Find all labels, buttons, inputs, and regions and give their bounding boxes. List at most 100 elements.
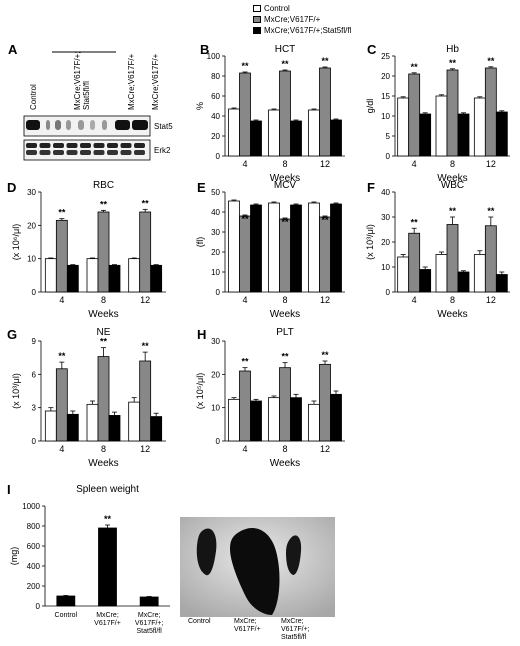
bar — [308, 109, 320, 157]
significance-label: ** — [321, 350, 329, 360]
chart-title: Spleen weight — [76, 484, 139, 495]
erk2-band — [120, 143, 132, 148]
significance-label: ** — [281, 217, 289, 227]
legend: Control MxCre;V617F/+ MxCre;V617F/+;Stat… — [253, 3, 351, 36]
y-tick-label: 1000 — [22, 502, 40, 511]
panel-letter-a: A — [8, 42, 18, 57]
spleen-v617f — [230, 528, 280, 615]
stat5-band — [66, 120, 71, 130]
bar — [308, 202, 320, 293]
bar — [397, 256, 410, 293]
x-axis-label: Weeks — [270, 309, 300, 320]
erk2-band — [39, 150, 51, 155]
x-tick-label: 8 — [450, 295, 455, 305]
y-tick-label: 10 — [381, 112, 390, 121]
bar — [97, 356, 110, 442]
bar — [239, 72, 251, 157]
ne-chart: G NE 0 3 6 9 (x 10³/μl) ** 4 ** 8 ** 12 Weeks — [7, 327, 166, 469]
panel-letter: H — [197, 327, 206, 342]
bar — [435, 254, 448, 293]
erk2-band — [107, 143, 118, 148]
bar — [128, 258, 141, 293]
significance-label: ** — [411, 217, 419, 227]
stat5-band — [115, 120, 130, 130]
bar — [484, 67, 497, 157]
x-axis-label: Weeks — [437, 173, 467, 184]
lane-label: MxCre;V617F/+ — [151, 53, 160, 110]
x-tick-label: 12 — [486, 159, 496, 169]
bar — [319, 216, 331, 293]
panel-letter: F — [367, 180, 375, 195]
bar — [44, 410, 57, 442]
y-tick-label: 15 — [381, 92, 390, 101]
y-tick-label: 80 — [211, 72, 220, 81]
lane-label: Control — [29, 84, 38, 110]
x-tick-label: 12 — [320, 444, 330, 454]
chart-title: RBC — [93, 180, 114, 191]
legend-label: Control — [264, 4, 290, 13]
erk2-band — [80, 150, 91, 155]
x-tick-label: 4 — [412, 159, 417, 169]
y-axis-label: (x 10⁶/μl) — [11, 224, 21, 260]
x-axis-label: Weeks — [437, 309, 467, 320]
bar — [319, 363, 331, 442]
y-tick-label: 400 — [27, 562, 41, 571]
significance-label: ** — [449, 206, 457, 216]
spleen-stat5 — [286, 535, 302, 575]
lane-label: MxCre;V617F/+ — [127, 53, 136, 110]
legend-swatch-stat5 — [253, 27, 261, 34]
bar — [446, 69, 459, 157]
chart-title: HCT — [275, 44, 296, 55]
legend-item: Control — [253, 3, 351, 14]
x-tick-label: 4 — [242, 444, 247, 454]
stat5-band — [55, 120, 61, 130]
bar — [97, 211, 110, 293]
bar — [290, 397, 302, 442]
y-axis-label: % — [195, 102, 205, 110]
y-tick-label: 0 — [216, 437, 221, 446]
bar — [457, 113, 470, 157]
x-tick-label: 8 — [282, 159, 287, 169]
bar — [495, 111, 508, 157]
bar — [228, 108, 240, 157]
bar — [408, 73, 421, 157]
bar — [44, 258, 57, 293]
panel-letter: B — [200, 42, 209, 57]
y-tick-label: 0 — [32, 437, 37, 446]
y-tick-label: 800 — [27, 522, 41, 531]
bar — [139, 211, 152, 293]
bar — [239, 215, 251, 293]
erk2-label: Erk2 — [154, 146, 171, 155]
chart-title: PLT — [276, 327, 294, 338]
significance-label: ** — [411, 62, 419, 72]
bar — [495, 274, 508, 293]
y-tick-label: 200 — [27, 582, 41, 591]
x-tick-label: V617F/+; — [135, 620, 164, 627]
bar — [473, 254, 486, 293]
panel-letter: C — [367, 42, 377, 57]
bar — [419, 269, 432, 293]
y-axis-label: g/dl — [365, 99, 375, 114]
y-tick-label: 20 — [27, 221, 36, 230]
significance-label: ** — [321, 56, 329, 66]
erk2-band — [120, 150, 132, 155]
western-blot: Control MxCre;V617F/+; Stat5fl/fl MxCre;V61… — [23, 51, 173, 161]
panel-letter: I — [7, 482, 11, 497]
significance-label: ** — [449, 58, 457, 68]
y-tick-label: 30 — [211, 337, 220, 346]
erk2-band — [134, 143, 145, 148]
bar — [55, 219, 68, 293]
x-tick-label: 8 — [282, 295, 287, 305]
significance-label: ** — [281, 352, 289, 362]
x-axis-label: Weeks — [270, 458, 300, 469]
bar — [419, 113, 432, 157]
significance-label: ** — [241, 61, 249, 71]
y-tick-label: 10 — [27, 255, 36, 264]
bar — [66, 413, 79, 442]
photo-label-control: Control — [188, 618, 211, 625]
bar — [408, 232, 421, 293]
y-axis-label: (x 10⁵/μl) — [195, 373, 205, 409]
bar — [268, 202, 280, 293]
significance-label: ** — [142, 341, 150, 351]
photo-label-stat5: MxCre; V617F/+; Stat5fl/fl — [281, 618, 310, 641]
